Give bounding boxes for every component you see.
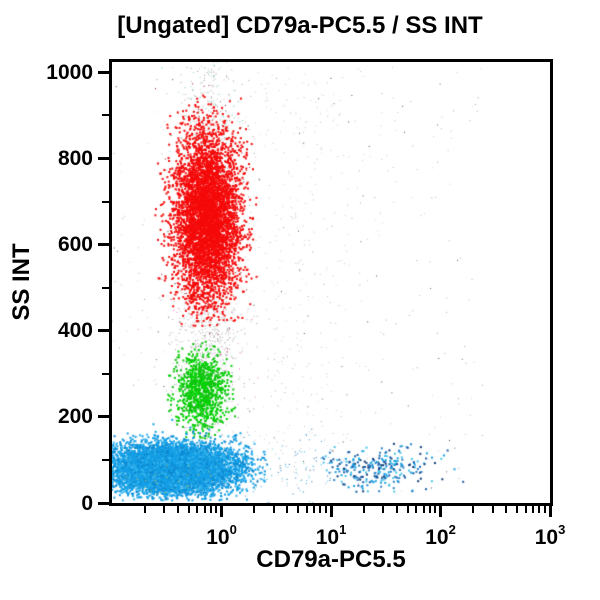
x-minor-tick bbox=[516, 506, 519, 513]
x-minor-tick bbox=[505, 506, 508, 513]
x-minor-tick bbox=[163, 506, 166, 513]
x-minor-tick bbox=[297, 506, 300, 513]
x-minor-tick bbox=[538, 506, 541, 513]
y-minor-tick bbox=[102, 372, 109, 375]
x-minor-tick bbox=[395, 506, 398, 513]
y-tick-label: 600 bbox=[57, 233, 93, 257]
x-tick-label: 101 bbox=[315, 522, 347, 549]
x-tick-label: 103 bbox=[534, 522, 566, 549]
y-axis-title: SS INT bbox=[8, 243, 35, 321]
x-tick-label: 100 bbox=[206, 522, 237, 549]
x-minor-tick bbox=[472, 506, 475, 513]
plot-title: [Ungated] CD79a-PC5.5 / SS INT bbox=[117, 12, 483, 39]
x-minor-tick bbox=[203, 506, 206, 513]
y-tick-label: 1000 bbox=[46, 60, 93, 84]
x-minor-tick bbox=[305, 506, 308, 513]
x-minor-tick bbox=[319, 506, 322, 513]
x-tick-label: 102 bbox=[425, 522, 456, 549]
x-minor-tick bbox=[532, 506, 535, 513]
x-minor-tick bbox=[215, 506, 218, 513]
y-major-tick bbox=[98, 501, 109, 505]
y-major-tick bbox=[98, 243, 109, 247]
x-minor-tick bbox=[286, 506, 289, 513]
x-minor-tick bbox=[176, 506, 179, 513]
x-minor-tick bbox=[434, 506, 437, 513]
x-minor-tick bbox=[272, 506, 275, 513]
x-minor-tick bbox=[187, 506, 190, 513]
x-minor-tick bbox=[382, 506, 385, 513]
y-tick-label: 400 bbox=[57, 319, 93, 343]
x-minor-tick bbox=[406, 506, 409, 513]
x-minor-tick bbox=[362, 506, 365, 513]
y-minor-tick bbox=[102, 200, 109, 203]
x-minor-tick bbox=[209, 506, 212, 513]
y-minor-tick bbox=[102, 114, 109, 117]
y-major-tick bbox=[98, 329, 109, 333]
y-tick-label: 200 bbox=[57, 405, 93, 429]
y-major-tick bbox=[98, 415, 109, 419]
x-minor-tick bbox=[491, 506, 494, 513]
x-minor-tick bbox=[422, 506, 425, 513]
y-tick-label: 800 bbox=[57, 146, 93, 170]
x-major-tick bbox=[329, 506, 333, 517]
x-minor-tick bbox=[324, 506, 327, 513]
x-minor-tick bbox=[143, 506, 146, 513]
x-major-tick bbox=[220, 506, 223, 517]
y-minor-tick bbox=[102, 458, 109, 461]
x-axis-title: CD79a-PC5.5 bbox=[256, 546, 406, 573]
x-major-tick bbox=[439, 506, 442, 517]
x-minor-tick bbox=[415, 506, 418, 513]
y-major-tick bbox=[98, 70, 109, 74]
x-minor-tick bbox=[428, 506, 431, 513]
x-major-tick bbox=[548, 506, 552, 517]
y-tick-label: 0 bbox=[81, 491, 93, 515]
scatter-canvas bbox=[112, 62, 550, 503]
x-minor-tick bbox=[524, 506, 527, 513]
y-minor-tick bbox=[102, 286, 109, 289]
x-minor-tick bbox=[253, 506, 256, 513]
x-minor-tick bbox=[196, 506, 199, 513]
x-minor-tick bbox=[313, 506, 316, 513]
x-minor-tick bbox=[543, 506, 546, 513]
y-major-tick bbox=[98, 156, 109, 160]
